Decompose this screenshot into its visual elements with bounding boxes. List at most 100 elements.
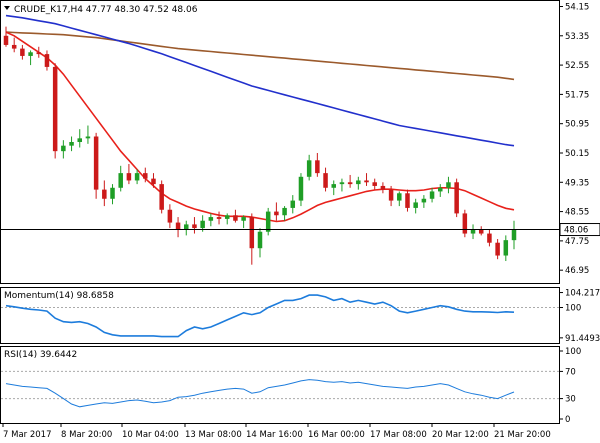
candle-body [372,182,377,186]
candle-body [159,184,164,210]
y-tick-label: 47.75 [565,237,589,247]
candle-body [28,52,33,56]
candle-body [438,187,443,192]
candle-body [503,240,509,256]
candle [44,50,50,71]
y-tick-label: 50.95 [565,120,589,130]
candle [339,178,345,192]
momentum-line [5,294,515,338]
price-tag-text: 48.06 [564,226,588,236]
candle-body [241,217,246,221]
x-axis: 7 Mar 2017 8 Mar 20:00 10 Mar 04:00 13 Mar … [2,423,551,440]
candle [200,215,205,232]
y-tick-label: 30 [565,395,576,405]
candle [397,191,402,207]
momentum-panel-frame [0,287,560,344]
y-tick-label: 53.35 [565,32,589,42]
candle [454,178,459,218]
candle [159,180,164,214]
candle [462,209,468,238]
candle-body [421,198,427,203]
rsi-panel-header: RSI(14) 39.6442 [4,350,77,360]
candle-body [192,224,197,229]
candle-body [339,182,345,185]
candle-body [397,193,402,201]
candle [306,154,312,181]
collapse-triangle-icon[interactable] [4,6,10,10]
candle-body [331,184,336,188]
candle-body [429,191,435,199]
x-tick-label: 17 Mar 08:00 [370,430,427,440]
candle [11,37,17,53]
rsi-panel-frame [0,346,560,424]
candle [85,125,91,144]
candle [274,202,279,221]
candle [28,50,33,66]
candle-body [249,217,255,249]
x-tick-label: 7 Mar 2017 [3,430,51,440]
candle-body [511,229,517,241]
candle [388,185,394,207]
candle [478,226,484,236]
candle [69,136,74,152]
x-tick-label: 21 Mar 20:00 [494,430,551,440]
candle [446,176,451,194]
ma-mid-line [5,14,515,147]
y-tick-label: 100 [565,347,581,357]
candle [208,213,214,227]
candle [282,206,287,221]
candle-body [282,207,287,216]
candle-body [446,182,451,188]
candle [487,229,492,247]
candle-body [110,187,115,199]
candle-body [323,173,328,188]
candle-body [306,160,312,177]
candle [347,174,353,188]
ma-fast-line [5,31,515,223]
y-tick-label: 100 [565,304,581,314]
candle [93,132,99,199]
candle-body [298,176,304,201]
candle-body [413,202,418,208]
rsi-y-axis: 100 70 30 0 [559,347,581,425]
candle [503,235,509,262]
candle [265,207,271,236]
candle [331,180,336,196]
candle-body [85,136,91,139]
candle-body [454,182,459,214]
y-tick-label: 52.55 [565,61,589,71]
candle [233,209,238,223]
candle-body [118,173,123,188]
candle [167,204,173,229]
candle-body [167,209,173,223]
candle [102,180,107,207]
candle-body [216,217,222,219]
candle [405,189,410,212]
y-tick-label: 0 [565,415,570,425]
candle-body [52,66,58,152]
candle-body [224,215,230,219]
candle [134,169,140,185]
candle-body [143,173,148,179]
candle-body [175,222,181,230]
candle [429,187,435,203]
candle [298,173,304,207]
candle-body [265,211,271,232]
x-tick-label: 10 Mar 04:00 [122,430,179,440]
candle-body [315,160,320,174]
candle-body [200,220,205,229]
price-tag-box [559,223,600,237]
y-tick-label: 50.15 [565,149,589,159]
candle-body [274,211,279,216]
candle-body [44,54,50,67]
candle [356,176,361,190]
candle [118,165,123,192]
candle [184,220,189,236]
y-tick-label: 48.55 [565,208,589,218]
candle [143,167,148,183]
candle-body [77,138,82,142]
candle [323,167,328,192]
candle [175,217,181,238]
x-tick-label: 14 Mar 16:00 [246,430,303,440]
